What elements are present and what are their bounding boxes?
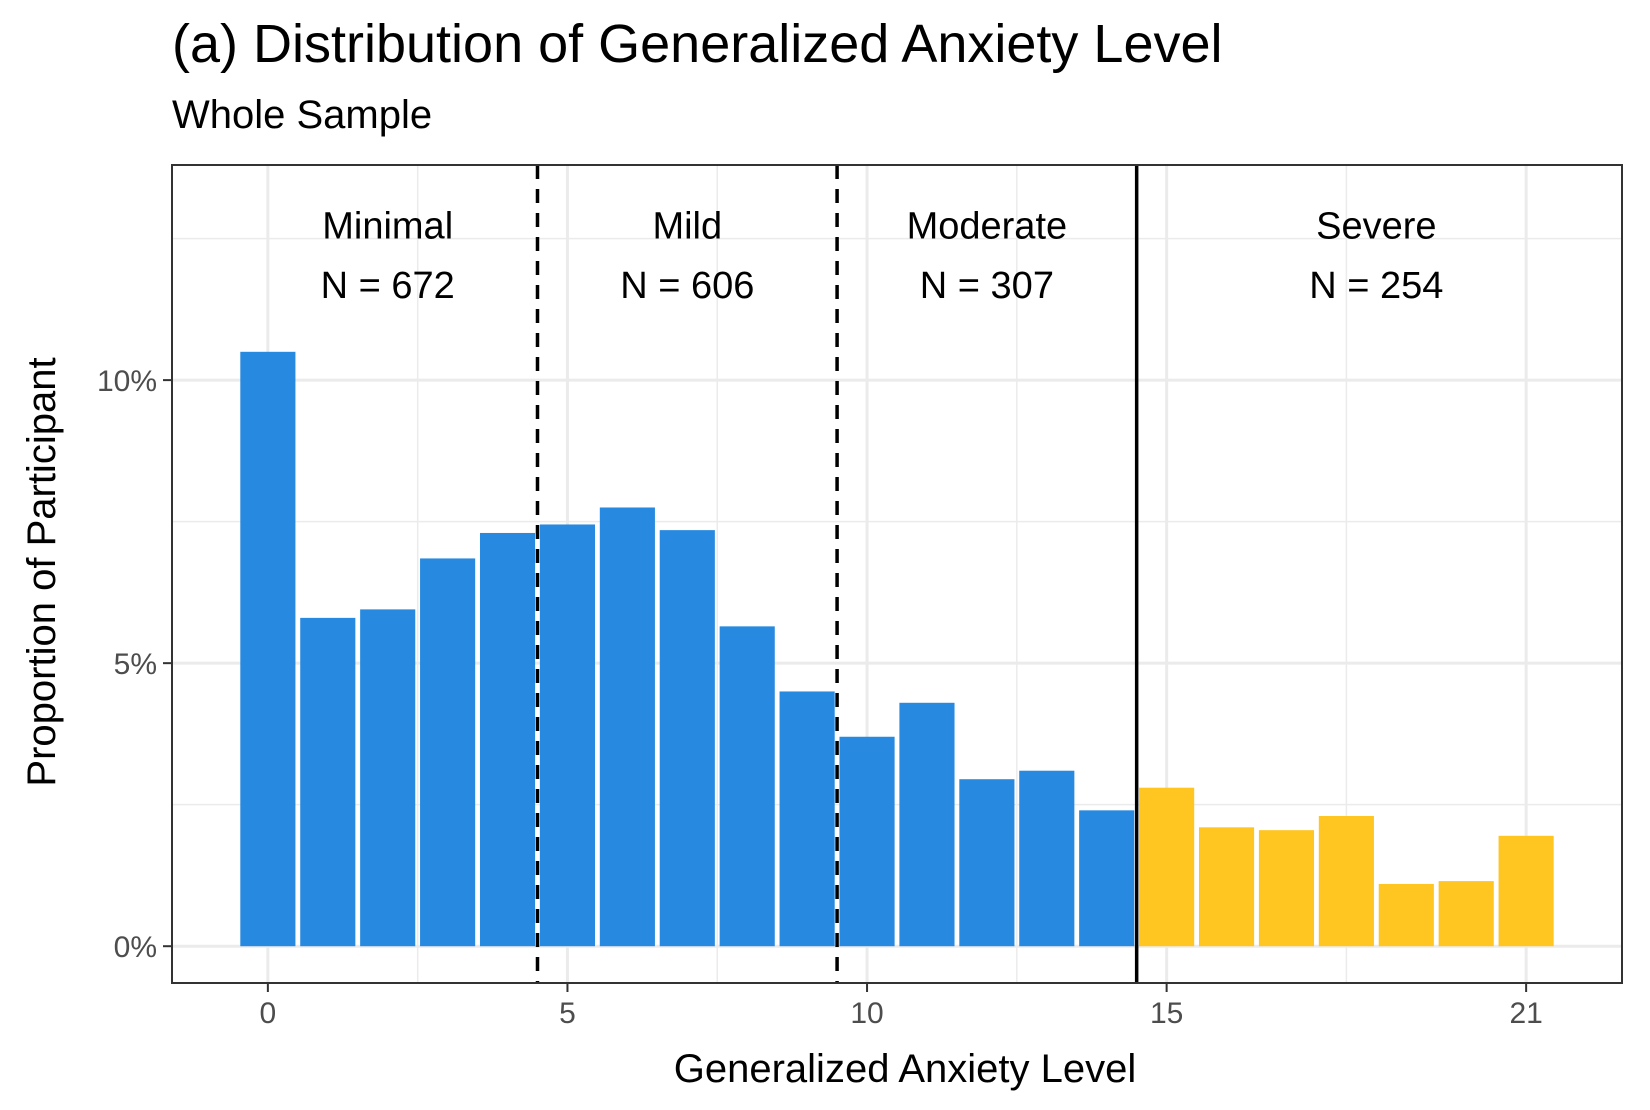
bars [240, 351, 1554, 947]
x-tick-label: 10 [850, 997, 883, 1030]
bar-level-18 [1318, 816, 1374, 947]
region-count-label: N = 606 [620, 265, 754, 307]
bar-level-11 [899, 702, 955, 947]
bar-level-10 [839, 736, 895, 947]
x-axis-ticks: 0 5 10 15 21 [260, 983, 1543, 1030]
bar-level-1 [300, 617, 356, 947]
bar-level-16 [1198, 827, 1255, 947]
region-labels: Minimal N = 672 Mild N = 606 Moderate N = 307… [321, 206, 1444, 307]
chart-subtitle: Whole Sample [172, 93, 432, 137]
region-name-label: Moderate [907, 206, 1068, 248]
chart-title: (a) Distribution of Generalized Anxiety … [172, 14, 1223, 74]
region-count-label: N = 254 [1309, 265, 1443, 307]
bar-level-13 [1019, 770, 1075, 947]
y-axis-ticks: 0% 5% 10% [97, 365, 172, 964]
bar-level-4 [479, 532, 536, 947]
bar-level-5 [539, 524, 596, 947]
x-tick-label: 21 [1509, 997, 1542, 1030]
bar-level-12 [959, 779, 1015, 947]
bar-level-21 [1498, 835, 1554, 947]
plot-panel-border [171, 164, 1623, 984]
x-tick-label: 15 [1150, 997, 1183, 1030]
bar-level-9 [779, 691, 835, 947]
cutoff-lines [535, 165, 1139, 983]
x-tick-label: 0 [260, 997, 277, 1030]
bar-level-0 [240, 351, 296, 947]
bar-level-2 [360, 609, 416, 947]
region-name-label: Severe [1316, 206, 1436, 248]
x-axis-title: Generalized Anxiety Level [674, 1047, 1137, 1091]
bar-level-17 [1258, 830, 1315, 947]
x-tick-label: 5 [559, 997, 576, 1030]
bar-level-6 [599, 507, 655, 947]
region-name-label: Mild [652, 206, 722, 248]
bar-level-14 [1079, 810, 1135, 947]
region-count-label: N = 307 [920, 265, 1054, 307]
y-tick-label: 5% [114, 648, 157, 681]
bar-level-3 [420, 558, 476, 947]
y-tick-label: 10% [97, 365, 157, 398]
region-name-label: Minimal [322, 206, 453, 248]
bar-level-15 [1139, 787, 1195, 947]
bar-level-20 [1438, 881, 1494, 947]
bar-level-19 [1378, 883, 1434, 947]
y-tick-label: 0% [114, 931, 157, 964]
y-axis-title: Proportion of Participant [20, 357, 64, 786]
bar-level-8 [719, 626, 775, 947]
region-count-label: N = 672 [321, 265, 455, 307]
bar-level-7 [659, 530, 715, 947]
